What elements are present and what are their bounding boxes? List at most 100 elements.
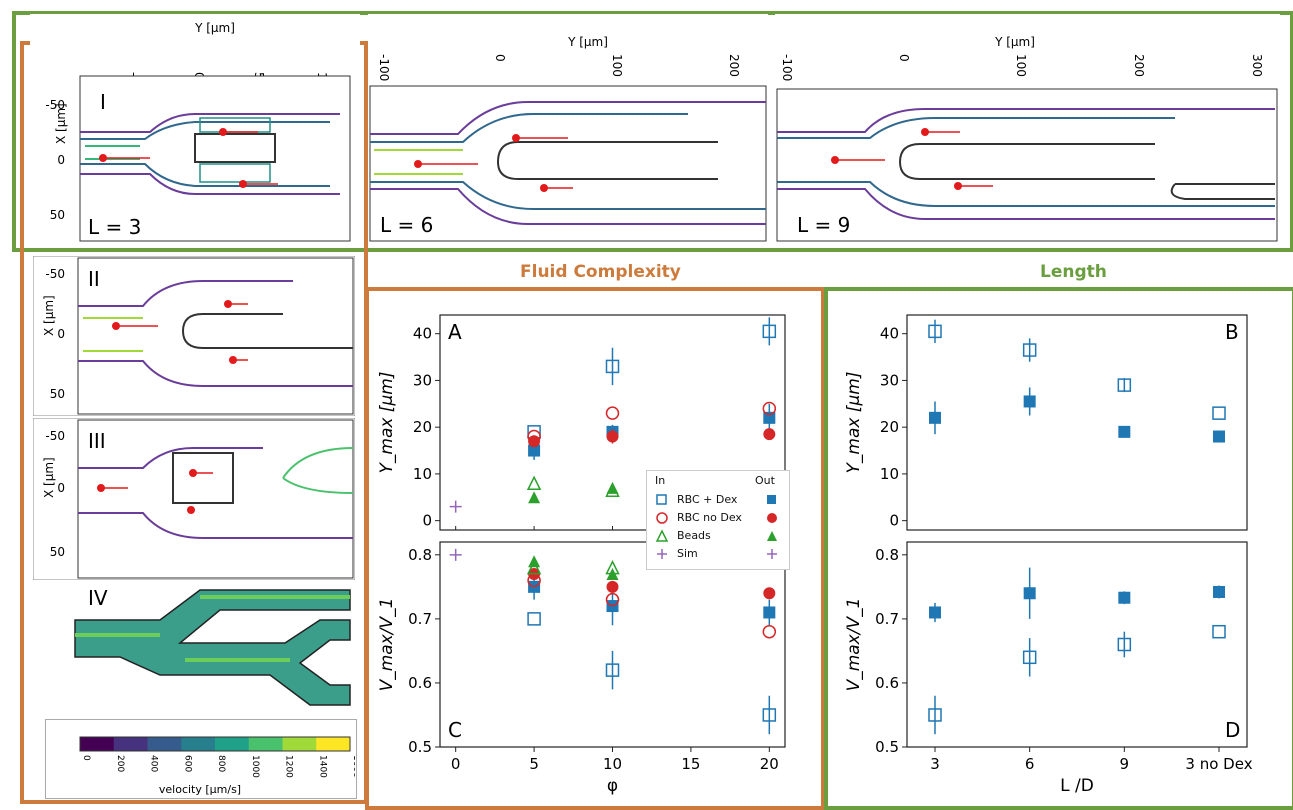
- marker-square-open: [762, 708, 777, 722]
- colorbar-tick-label: 1200: [284, 755, 294, 778]
- top-panel-l3-yaxis: Y [μm]: [194, 21, 235, 35]
- legend: In Out RBC + Dex RBC no Dex Beads Sim: [646, 470, 790, 570]
- plot-frame: [906, 541, 1248, 748]
- marker-circle: [606, 430, 619, 443]
- marker-square-open: [1022, 650, 1037, 665]
- plot-frame: [906, 314, 1248, 531]
- top-panel-l3: Y [μm] -50 0 50 100 X [μm] -50 0 50 I L …: [30, 14, 360, 244]
- roman-I: I: [100, 90, 106, 114]
- marker-square-open: [928, 324, 942, 339]
- marker-square-open: [928, 708, 942, 722]
- marker-square: [528, 444, 541, 457]
- colorbar-tick-label: 400: [149, 755, 159, 772]
- colorbar-tick-label: 600: [182, 755, 192, 772]
- panel-l9-label: L = 9: [797, 213, 850, 237]
- svg-text:X [μm]: X [μm]: [54, 103, 68, 144]
- data-points: [928, 567, 1226, 735]
- y-tick-label: 0.6: [408, 674, 432, 692]
- y-tick-label: 0.7: [875, 610, 899, 628]
- colorbar-border: [79, 736, 351, 752]
- svg-text:200: 200: [1132, 54, 1146, 77]
- y-tick-label: 10: [413, 465, 432, 483]
- plot-D: 0.5 0.6 0.7 0.8 3 6 9 3 no Dex L /D V_max/V_1 D: [844, 541, 1253, 796]
- legend-entry-sim: Sim: [677, 547, 698, 560]
- marker-plus: [449, 500, 462, 513]
- svg-text:II: II: [88, 267, 100, 291]
- y-tick-label: 0.8: [875, 546, 899, 564]
- y-tick-label: 0.8: [408, 546, 432, 564]
- svg-text:50: 50: [50, 208, 65, 222]
- x-tick-label: 3: [930, 755, 940, 773]
- y-axis-label: V_max/V_1: [844, 598, 864, 692]
- left-panel-III: X [μm] -50 0 50 III: [33, 418, 355, 580]
- colorbar-tick-label: 0: [81, 755, 91, 761]
- left-panel-IV: IV: [74, 586, 351, 706]
- marker-square: [1118, 425, 1131, 438]
- colorbar-segment: [80, 737, 115, 751]
- y-tick-label: 30: [413, 371, 432, 389]
- y-tick-label: 0.6: [875, 674, 899, 692]
- y-tick-label: 0.7: [408, 610, 432, 628]
- colorbar-tick-label: 200: [115, 755, 125, 772]
- colorbar-tick-label: 800: [216, 755, 226, 772]
- svg-text:0: 0: [57, 327, 65, 341]
- marker-triangle-open: [526, 475, 542, 491]
- marker-square: [1213, 585, 1225, 598]
- marker-triangle: [528, 491, 541, 504]
- svg-text:IV: IV: [88, 586, 108, 610]
- top-panel-l6: Y [μm] -100 0 100 200 L = 6: [368, 14, 768, 244]
- y-tick-label: 0: [889, 512, 899, 530]
- data-points: [449, 548, 777, 735]
- top-panel-l9: Y [μm] -100 0 100 200 300 L = 9: [775, 14, 1280, 244]
- marker-circle: [528, 435, 541, 448]
- marker-square: [929, 411, 941, 424]
- marker-square: [1118, 591, 1131, 604]
- svg-text:100: 100: [610, 54, 624, 77]
- legend-in-header: In: [655, 474, 666, 487]
- colorbar-segment: [181, 737, 216, 751]
- colorbar-tick-label: 1000: [250, 755, 260, 778]
- marker-square-open: [605, 359, 620, 374]
- svg-text:III: III: [88, 429, 106, 453]
- x-tick-label: 3 no Dex: [1185, 755, 1252, 773]
- marker-circle-open: [605, 592, 620, 607]
- x-tick-label: 9: [1120, 755, 1130, 773]
- marker-circle: [606, 580, 619, 593]
- svg-text:50: 50: [50, 545, 65, 559]
- data-points: [449, 317, 777, 513]
- svg-text:-50: -50: [45, 267, 65, 281]
- marker-square-open: [527, 612, 541, 626]
- y-tick-label: 0.5: [408, 738, 432, 756]
- green-frame-top: [12, 11, 1293, 252]
- x-tick-label: 10: [603, 755, 622, 773]
- marker-circle-open: [605, 406, 620, 420]
- svg-text:Y [μm]: Y [μm]: [567, 35, 608, 49]
- svg-text:100: 100: [1014, 54, 1028, 77]
- legend-entry-rbc-nodex: RBC no Dex: [677, 511, 742, 524]
- colorbar: 0 200 400 600 800 1000 1200 1400 1600 velocity […: [79, 736, 355, 796]
- y-tick-label: 30: [880, 371, 899, 389]
- x-tick-label: 6: [1025, 755, 1035, 773]
- svg-text:50: 50: [50, 387, 65, 401]
- marker-square: [1023, 587, 1036, 600]
- colorbar-box: [45, 719, 357, 799]
- x-axis-label: L /D: [1060, 776, 1094, 796]
- y-axis-label: Y_max [μm]: [377, 372, 397, 474]
- marker-square-open: [1117, 378, 1132, 392]
- legend-entry-rbc-dex: RBC + Dex: [677, 493, 738, 506]
- x-tick-label: 5: [529, 755, 539, 773]
- svg-text:-50: -50: [45, 429, 65, 443]
- marker-triangle-open: [526, 559, 542, 575]
- svg-text:200: 200: [727, 54, 741, 77]
- colorbar-label: velocity [μm/s]: [159, 783, 241, 796]
- svg-text:X [μm]: X [μm]: [42, 295, 56, 336]
- y-tick-label: 40: [880, 325, 899, 343]
- marker-square-open: [605, 663, 620, 677]
- marker-circle: [763, 428, 776, 441]
- y-axis-label: V_max/V_1: [377, 598, 397, 692]
- marker-square: [1213, 430, 1225, 443]
- svg-text:-100: -100: [377, 54, 391, 81]
- svg-text:-50: -50: [45, 98, 65, 112]
- marker-square: [763, 411, 776, 424]
- y-tick-label: 20: [413, 418, 432, 436]
